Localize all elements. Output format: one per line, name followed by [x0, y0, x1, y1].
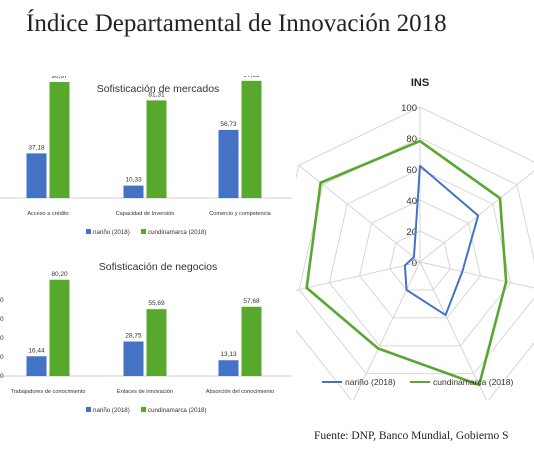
data-label: 16,44 [28, 347, 45, 354]
radar-gridline [328, 168, 512, 347]
radar-gridline [359, 199, 481, 319]
radial-tick-label: 0 [412, 258, 417, 269]
legend-swatch [141, 407, 146, 412]
category-label: Acceso a crédito [27, 211, 68, 217]
radar-spoke [419, 170, 534, 263]
category-label: Capacidad de Inversión [116, 211, 175, 217]
category-label: Enlaces de innovación [117, 389, 173, 395]
y-tick-label: 0 [0, 297, 4, 304]
bar-chart-sofisticacion-mercados: Sofisticación de mercados 37,18 96,67 Acces… [0, 76, 292, 236]
bar-narino [123, 185, 144, 198]
data-label: 80,20 [51, 271, 68, 278]
data-label: 57,68 [243, 298, 260, 305]
legend-swatch [141, 229, 146, 234]
radial-tick-label: 60 [406, 165, 417, 176]
bar-cundinamarca [49, 81, 70, 198]
y-tick-label: 0 [0, 335, 4, 342]
data-label: 97,63 [243, 76, 260, 79]
radar-spoke [353, 261, 421, 400]
bar-cundinamarca [49, 279, 70, 376]
legend-label: cundinamarca (2018) [433, 377, 513, 387]
category-label: Trabajadores de conocimiento [10, 389, 85, 395]
data-label: 55,69 [148, 300, 165, 307]
bar-cundinamarca [241, 80, 262, 198]
bar-narino [26, 356, 47, 376]
data-label: 56,73 [220, 121, 237, 128]
legend-label: cundinamarca (2018) [148, 407, 206, 414]
legend-swatch [86, 229, 91, 234]
bar-cundinamarca [146, 100, 167, 198]
legend-swatch [86, 407, 91, 412]
radial-tick-label: 80 [406, 134, 417, 145]
category-label: Comercio y competencia [209, 211, 271, 217]
bar-chart-sofisticacion-negocios: Sofisticación de negocios 0 0 0 0 0 16,44 80,20… [0, 261, 292, 414]
radar-gridline [389, 230, 451, 291]
legend-label: nariño (2018) [93, 407, 130, 414]
radial-tick-label: 100 [401, 103, 417, 114]
chart-title: Sofisticación de mercados [97, 83, 220, 95]
bar-narino [26, 153, 47, 198]
bar-narino [218, 129, 239, 198]
bar-narino [123, 341, 144, 376]
radar-chart: 020406080100INSCHIIISOFMSOFNPCTPCRnariño… [296, 77, 534, 400]
category-label: Absorción del conocimiento [206, 389, 274, 395]
data-label: 13,13 [220, 351, 237, 358]
radar-spoke [296, 261, 421, 291]
source-note: Fuente: DNP, Banco Mundial, Gobierno S [314, 430, 509, 442]
legend-label: nariño (2018) [93, 229, 130, 236]
series-line-cundinamarca [305, 139, 508, 387]
bar-narino [218, 360, 239, 376]
data-label: 28,75 [125, 333, 142, 340]
bar-cundinamarca [241, 306, 262, 376]
radar-spoke [298, 165, 421, 263]
data-label: 96,67 [51, 76, 68, 80]
y-tick-label: 0 [0, 354, 4, 361]
series-line-narino [403, 164, 480, 317]
data-label: 10,33 [125, 177, 142, 184]
data-label: 37,18 [28, 144, 45, 151]
y-tick-label: 0 [0, 316, 4, 323]
radial-tick-label: 20 [406, 227, 417, 238]
legend-label: cundinamarca (2018) [148, 229, 206, 236]
page-title: Índice Departamental de Innovación 2018 [26, 10, 447, 37]
y-tick-label: 0 [0, 373, 4, 380]
data-label: 81,31 [148, 91, 165, 98]
axis-label: INS [411, 77, 429, 89]
radial-tick-label: 40 [406, 196, 417, 207]
legend-label: nariño (2018) [345, 377, 396, 387]
radar-spoke [419, 261, 534, 289]
radar-spoke [419, 261, 487, 400]
chart-title: Sofisticación de negocios [99, 261, 218, 273]
bar-cundinamarca [146, 309, 167, 376]
